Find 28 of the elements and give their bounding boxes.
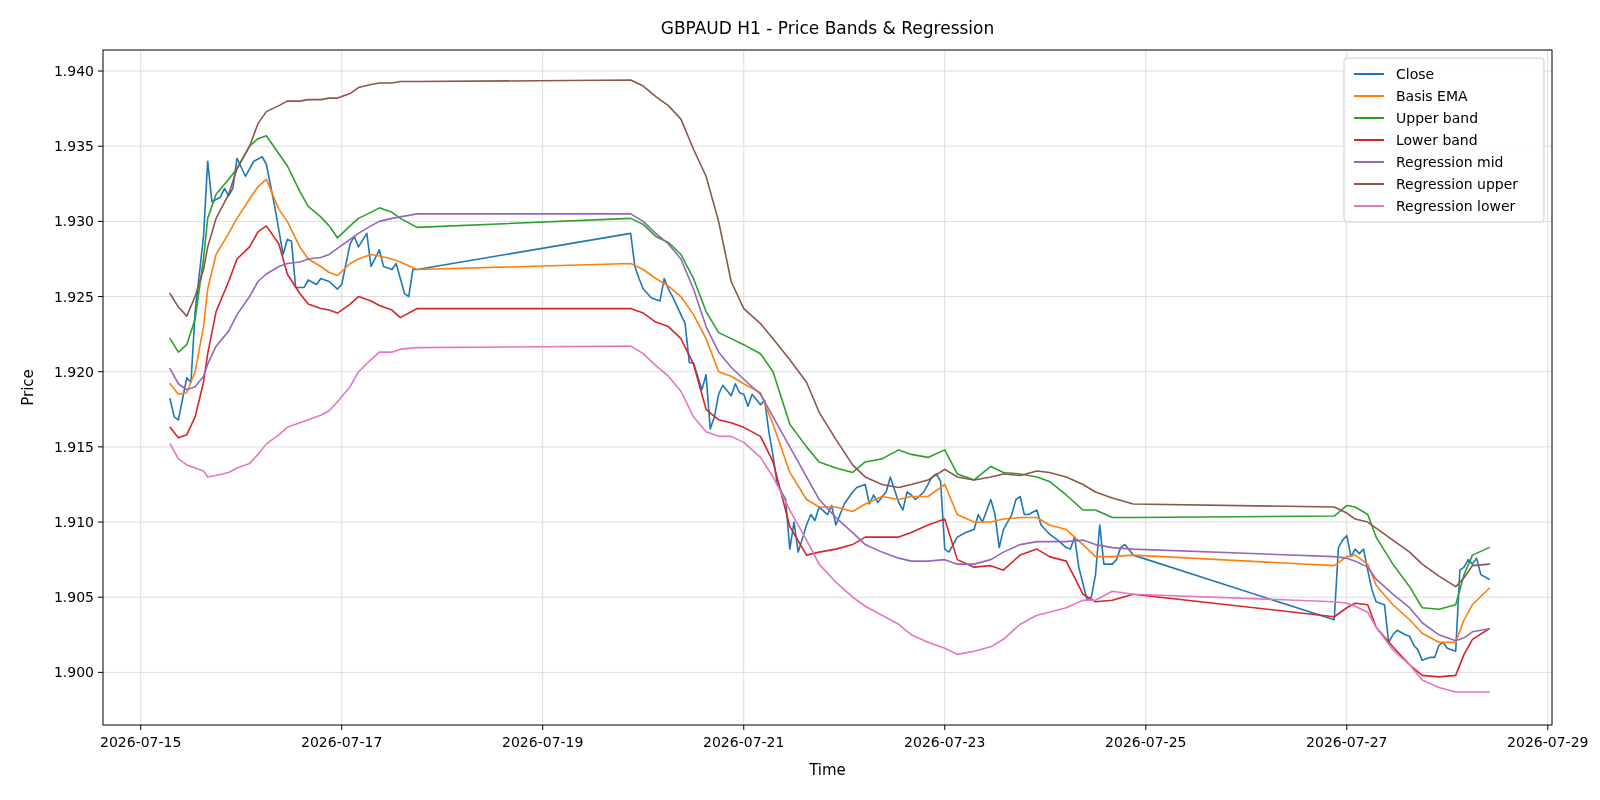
legend-label: Upper band [1396, 110, 1479, 126]
line-series [169, 345, 1490, 693]
y-tick-label: 1.920 [53, 363, 94, 380]
legend-label: Close [1396, 66, 1435, 82]
chart-title: GBPAUD H1 - Price Bands & Regression [660, 18, 995, 38]
y-tick-label: 1.930 [53, 213, 94, 230]
y-tick-label: 1.915 [53, 438, 94, 455]
legend-label: Basis EMA [1396, 88, 1469, 104]
x-tick-label: 2026-07-23 [904, 734, 986, 750]
legend-label: Regression lower [1396, 198, 1516, 214]
x-tick-label: 2026-07-21 [703, 734, 785, 750]
x-tick-label: 2026-07-25 [1105, 734, 1187, 750]
y-tick-label: 1.900 [53, 664, 94, 681]
y-tick-label: 1.905 [53, 589, 94, 606]
x-tick-label: 2026-07-17 [301, 734, 383, 750]
y-tick-label: 1.940 [53, 63, 94, 80]
x-tick-label: 2026-07-29 [1507, 734, 1589, 750]
x-tick-label: 2026-07-27 [1306, 734, 1388, 750]
y-axis-title: Price [19, 369, 37, 406]
x-axis-title: Time [808, 761, 846, 779]
legend-label: Regression mid [1396, 154, 1504, 170]
x-tick-label: 2026-07-15 [100, 734, 182, 750]
x-tick-label: 2026-07-19 [502, 734, 584, 750]
y-tick-label: 1.910 [53, 514, 94, 531]
legend-label: Lower band [1396, 132, 1478, 148]
legend-label: Regression upper [1396, 176, 1519, 192]
y-tick-label: 1.935 [53, 138, 94, 155]
y-tick-label: 1.925 [53, 288, 94, 305]
